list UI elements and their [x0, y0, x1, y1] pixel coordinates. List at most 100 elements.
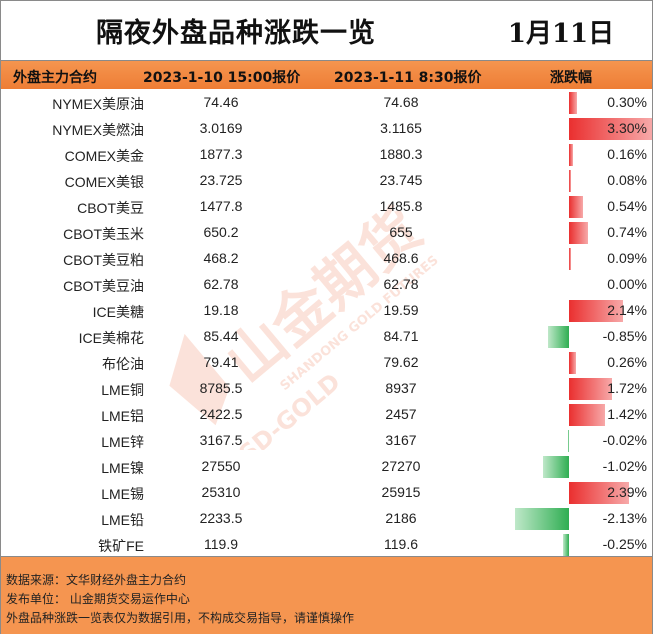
change-pct: -0.02% [602, 432, 647, 448]
contract-name: NYMEX美燃油 [52, 122, 144, 138]
curr-price: 8937 [385, 380, 417, 396]
prev-price: 62.78 [203, 276, 239, 292]
change-bar-up [569, 404, 605, 426]
contract-name: LME镍 [101, 460, 144, 476]
footer: 数据来源：文华财经外盘主力合约 发布单位： 山金期货交易运作中心 外盘品种涨跌一… [1, 556, 652, 634]
header-contract: 外盘主力合约 [13, 70, 97, 86]
curr-price: 1880.3 [379, 146, 423, 162]
curr-price: 79.62 [383, 354, 419, 370]
change-pct: 0.30% [607, 94, 647, 110]
change-bar-down [548, 326, 569, 348]
curr-price: 3.1165 [380, 120, 422, 136]
contract-name: LME铅 [101, 512, 144, 528]
contract-name: 铁矿FE [98, 538, 144, 554]
prev-price: 119.9 [204, 536, 238, 552]
contract-name: LME铜 [101, 382, 144, 398]
contract-name: CBOT美豆 [77, 200, 144, 216]
footer-publisher: 发布单位： 山金期货交易运作中心 [6, 592, 190, 606]
prev-price: 79.41 [203, 354, 239, 370]
change-bar-up [569, 222, 588, 244]
prev-price: 8785.5 [199, 380, 243, 396]
change-bar-up [569, 248, 571, 270]
change-bar-up [569, 144, 573, 166]
contract-name: ICE美糖 [92, 304, 144, 320]
contract-name: CBOT美豆油 [63, 278, 144, 294]
quote-table: NYMEX美原油 74.46 74.68 0.30% NYMEX美燃油 3.0169 3.1… [1, 90, 652, 558]
change-bar-up [569, 482, 629, 504]
contract-name: CBOT美玉米 [63, 226, 144, 242]
curr-price: 23.745 [379, 172, 423, 188]
table-row: CBOT美豆 1477.8 1485.8 0.54% [1, 194, 652, 220]
prev-price: 27550 [201, 458, 241, 474]
header-curr-price: 2023-1-11 8:30报价 [334, 70, 482, 86]
change-bar-up [569, 196, 583, 218]
contract-name: COMEX美银 [64, 174, 144, 190]
change-pct: 2.14% [607, 302, 647, 318]
curr-price: 62.78 [383, 276, 419, 292]
prev-price: 2233.5 [199, 510, 243, 526]
change-pct: 0.26% [607, 354, 647, 370]
change-pct: 0.09% [607, 250, 647, 266]
prev-price: 3.0169 [199, 120, 243, 136]
prev-price: 468.2 [203, 250, 239, 266]
table-row: CBOT美玉米 650.2 655 0.74% [1, 220, 652, 246]
table-row: LME铜 8785.5 8937 1.72% [1, 376, 652, 402]
prev-price: 2422.5 [199, 406, 243, 422]
prev-price: 23.725 [199, 172, 243, 188]
change-pct: 2.39% [607, 484, 647, 500]
curr-price: 84.71 [383, 328, 419, 344]
contract-name: LME锌 [101, 434, 144, 450]
curr-price: 3167 [385, 432, 417, 448]
table-row: NYMEX美燃油 3.0169 3.1165 3.30% [1, 116, 652, 142]
footer-source: 数据来源：文华财经外盘主力合约 [6, 573, 187, 587]
curr-price: 1485.8 [379, 198, 423, 214]
change-bar-up [569, 170, 571, 192]
header-prev-price: 2023-1-10 15:00报价 [143, 70, 301, 86]
table-row: 铁矿FE 119.9 119.6 -0.25% [1, 532, 652, 558]
change-bar-down [568, 430, 569, 452]
contract-name: LME锡 [101, 486, 144, 502]
prev-price: 74.46 [203, 94, 239, 110]
change-pct: 3.30% [607, 120, 647, 136]
change-pct: -0.85% [602, 328, 647, 344]
change-pct: -2.13% [602, 510, 647, 526]
table-row: LME锡 25310 25915 2.39% [1, 480, 652, 506]
change-bar-up [569, 300, 623, 322]
title-row: 隔夜外盘品种涨跌一览 1月11日 [1, 1, 652, 61]
prev-price: 3167.5 [199, 432, 243, 448]
table-row: CBOT美豆油 62.78 62.78 0.00% [1, 272, 652, 298]
change-bar-down [543, 456, 569, 478]
prev-price: 650.2 [203, 224, 239, 240]
curr-price: 119.6 [384, 536, 418, 552]
prev-price: 1877.3 [199, 146, 243, 162]
table-row: LME铝 2422.5 2457 1.42% [1, 402, 652, 428]
contract-name: COMEX美金 [64, 148, 144, 164]
change-pct: -1.02% [602, 458, 647, 474]
curr-price: 27270 [381, 458, 421, 474]
table-header: 外盘主力合约 2023-1-10 15:00报价 2023-1-11 8:30报… [1, 61, 652, 89]
change-bar-up [569, 378, 612, 400]
curr-price: 468.6 [383, 250, 419, 266]
contract-name: 布伦油 [102, 356, 144, 372]
curr-price: 2186 [385, 510, 417, 526]
change-pct: 0.16% [607, 146, 647, 162]
curr-price: 25915 [381, 484, 421, 500]
curr-price: 19.59 [383, 302, 419, 318]
table-row: COMEX美金 1877.3 1880.3 0.16% [1, 142, 652, 168]
contract-name: CBOT美豆粕 [63, 252, 144, 268]
prev-price: 1477.8 [199, 198, 243, 214]
table-row: LME铅 2233.5 2186 -2.13% [1, 506, 652, 532]
prev-price: 25310 [201, 484, 241, 500]
change-pct: 1.42% [607, 406, 647, 422]
prev-price: 85.44 [203, 328, 239, 344]
change-pct: 0.08% [607, 172, 647, 188]
change-bar-up [569, 352, 576, 374]
contract-name: NYMEX美原油 [52, 96, 144, 112]
table-row: CBOT美豆粕 468.2 468.6 0.09% [1, 246, 652, 272]
report-date: 1月11日 [507, 19, 615, 49]
prev-price: 19.18 [203, 302, 239, 318]
page-title: 隔夜外盘品种涨跌一览 [96, 18, 376, 49]
change-pct: 0.54% [607, 198, 647, 214]
contract-name: ICE美棉花 [78, 330, 144, 346]
table-row: LME锌 3167.5 3167 -0.02% [1, 428, 652, 454]
